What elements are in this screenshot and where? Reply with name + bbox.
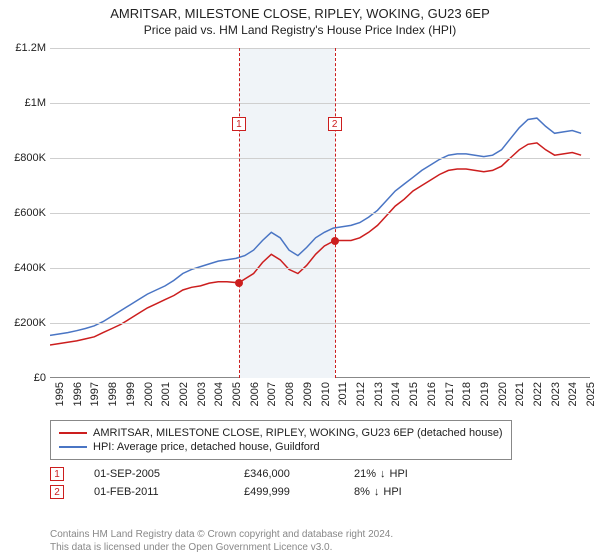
x-tick-label: 2020 bbox=[497, 382, 509, 406]
event-date: 01-SEP-2005 bbox=[94, 468, 214, 480]
x-tick-label: 1997 bbox=[89, 382, 101, 406]
y-tick-label: £400K bbox=[14, 262, 46, 274]
x-tick-label: 2022 bbox=[532, 382, 544, 406]
series-line bbox=[50, 143, 581, 345]
x-tick-label: 2001 bbox=[160, 382, 172, 406]
x-tick-label: 2006 bbox=[249, 382, 261, 406]
data-point bbox=[331, 237, 339, 245]
x-tick-label: 2003 bbox=[196, 382, 208, 406]
chart-subtitle: Price paid vs. HM Land Registry's House … bbox=[0, 23, 600, 37]
x-tick-label: 1996 bbox=[72, 382, 84, 406]
y-tick-label: £600K bbox=[14, 207, 46, 219]
x-tick-label: 2021 bbox=[514, 382, 526, 406]
y-tick-label: £1M bbox=[25, 97, 46, 109]
x-tick-label: 1998 bbox=[107, 382, 119, 406]
event-marker-1: 1 bbox=[232, 117, 246, 131]
x-tick-label: 2015 bbox=[408, 382, 420, 406]
plot-area: 12 bbox=[50, 48, 590, 378]
chart-container: AMRITSAR, MILESTONE CLOSE, RIPLEY, WOKIN… bbox=[0, 0, 600, 560]
x-tick-label: 2019 bbox=[479, 382, 491, 406]
event-marker-2: 2 bbox=[328, 117, 342, 131]
x-tick-label: 2004 bbox=[213, 382, 225, 406]
x-tick-label: 2000 bbox=[143, 382, 155, 406]
x-tick-label: 2018 bbox=[461, 382, 473, 406]
legend-row: HPI: Average price, detached house, Guil… bbox=[59, 441, 503, 453]
gridline bbox=[50, 268, 590, 269]
event-delta-pct: 21% bbox=[354, 468, 376, 480]
event-vline bbox=[239, 48, 240, 378]
event-row: 2 01-FEB-2011 £499,999 8% ↓HPI bbox=[50, 485, 444, 499]
plot: 12 bbox=[50, 48, 590, 378]
gridline bbox=[50, 103, 590, 104]
chart-title: AMRITSAR, MILESTONE CLOSE, RIPLEY, WOKIN… bbox=[0, 6, 600, 21]
x-tick-label: 2007 bbox=[266, 382, 278, 406]
x-tick-label: 2013 bbox=[373, 382, 385, 406]
event-table: 101-SEP-2005£346,00021%↓HPI201-FEB-2011£… bbox=[50, 463, 444, 503]
data-point bbox=[235, 279, 243, 287]
event-date: 01-FEB-2011 bbox=[94, 486, 214, 498]
gridline bbox=[50, 213, 590, 214]
y-tick-label: £200K bbox=[14, 317, 46, 329]
legend-label: AMRITSAR, MILESTONE CLOSE, RIPLEY, WOKIN… bbox=[93, 427, 503, 439]
x-tick-label: 2017 bbox=[444, 382, 456, 406]
series-line bbox=[50, 118, 581, 335]
x-tick-label: 1995 bbox=[54, 382, 66, 406]
x-tick-label: 2016 bbox=[426, 382, 438, 406]
event-delta: 21% ↓ HPI bbox=[354, 468, 444, 480]
arrow-down-icon: ↓ bbox=[380, 468, 386, 480]
footer-line-2: This data is licensed under the Open Gov… bbox=[50, 541, 393, 554]
x-tick-label: 2008 bbox=[284, 382, 296, 406]
event-delta-vs: HPI bbox=[390, 468, 408, 480]
x-tick-label: 2002 bbox=[178, 382, 190, 406]
x-tick-label: 2023 bbox=[550, 382, 562, 406]
gridline bbox=[50, 158, 590, 159]
gridline bbox=[50, 48, 590, 49]
event-vline bbox=[335, 48, 336, 378]
event-delta-pct: 8% bbox=[354, 486, 370, 498]
legend-swatch bbox=[59, 432, 87, 434]
y-tick-label: £0 bbox=[34, 372, 46, 384]
event-row: 1 01-SEP-2005 £346,000 21% ↓ HPI bbox=[50, 467, 444, 481]
x-tick-label: 2025 bbox=[585, 382, 597, 406]
titles: AMRITSAR, MILESTONE CLOSE, RIPLEY, WOKIN… bbox=[0, 0, 600, 37]
footer: Contains HM Land Registry data © Crown c… bbox=[50, 528, 393, 554]
event-delta: 8% ↓HPI bbox=[354, 486, 444, 498]
legend-label: HPI: Average price, detached house, Guil… bbox=[93, 441, 320, 453]
arrow-down-icon: ↓ bbox=[374, 486, 380, 498]
x-axis: 1995 1996 1997 1998 1999 2000 2001 2002 2003 2004… bbox=[50, 380, 590, 420]
event-marker-icon: 1 bbox=[50, 467, 64, 481]
y-axis: £0£200K£400K£600K£800K£1M£1.2M bbox=[8, 48, 48, 378]
x-tick-label: 2012 bbox=[355, 382, 367, 406]
x-tick-label: 1999 bbox=[125, 382, 137, 406]
event-delta-vs: HPI bbox=[383, 486, 401, 498]
x-tick-label: 2009 bbox=[302, 382, 314, 406]
event-marker-icon: 2 bbox=[50, 485, 64, 499]
event-price: £346,000 bbox=[244, 468, 324, 480]
legend-row: AMRITSAR, MILESTONE CLOSE, RIPLEY, WOKIN… bbox=[59, 427, 503, 439]
y-tick-label: £1.2M bbox=[15, 42, 46, 54]
event-price: £499,999 bbox=[244, 486, 324, 498]
footer-line-1: Contains HM Land Registry data © Crown c… bbox=[50, 528, 393, 541]
gridline bbox=[50, 323, 590, 324]
legend: AMRITSAR, MILESTONE CLOSE, RIPLEY, WOKIN… bbox=[50, 420, 512, 460]
x-tick-label: 2011 bbox=[337, 382, 349, 406]
chart-area: £0£200K£400K£600K£800K£1M£1.2M 12 199519… bbox=[8, 48, 592, 378]
x-tick-label: 2024 bbox=[567, 382, 579, 406]
y-tick-label: £800K bbox=[14, 152, 46, 164]
x-tick-label: 2005 bbox=[231, 382, 243, 406]
x-tick-label: 2014 bbox=[390, 382, 402, 406]
legend-swatch bbox=[59, 446, 87, 448]
x-tick-label: 2010 bbox=[320, 382, 332, 406]
